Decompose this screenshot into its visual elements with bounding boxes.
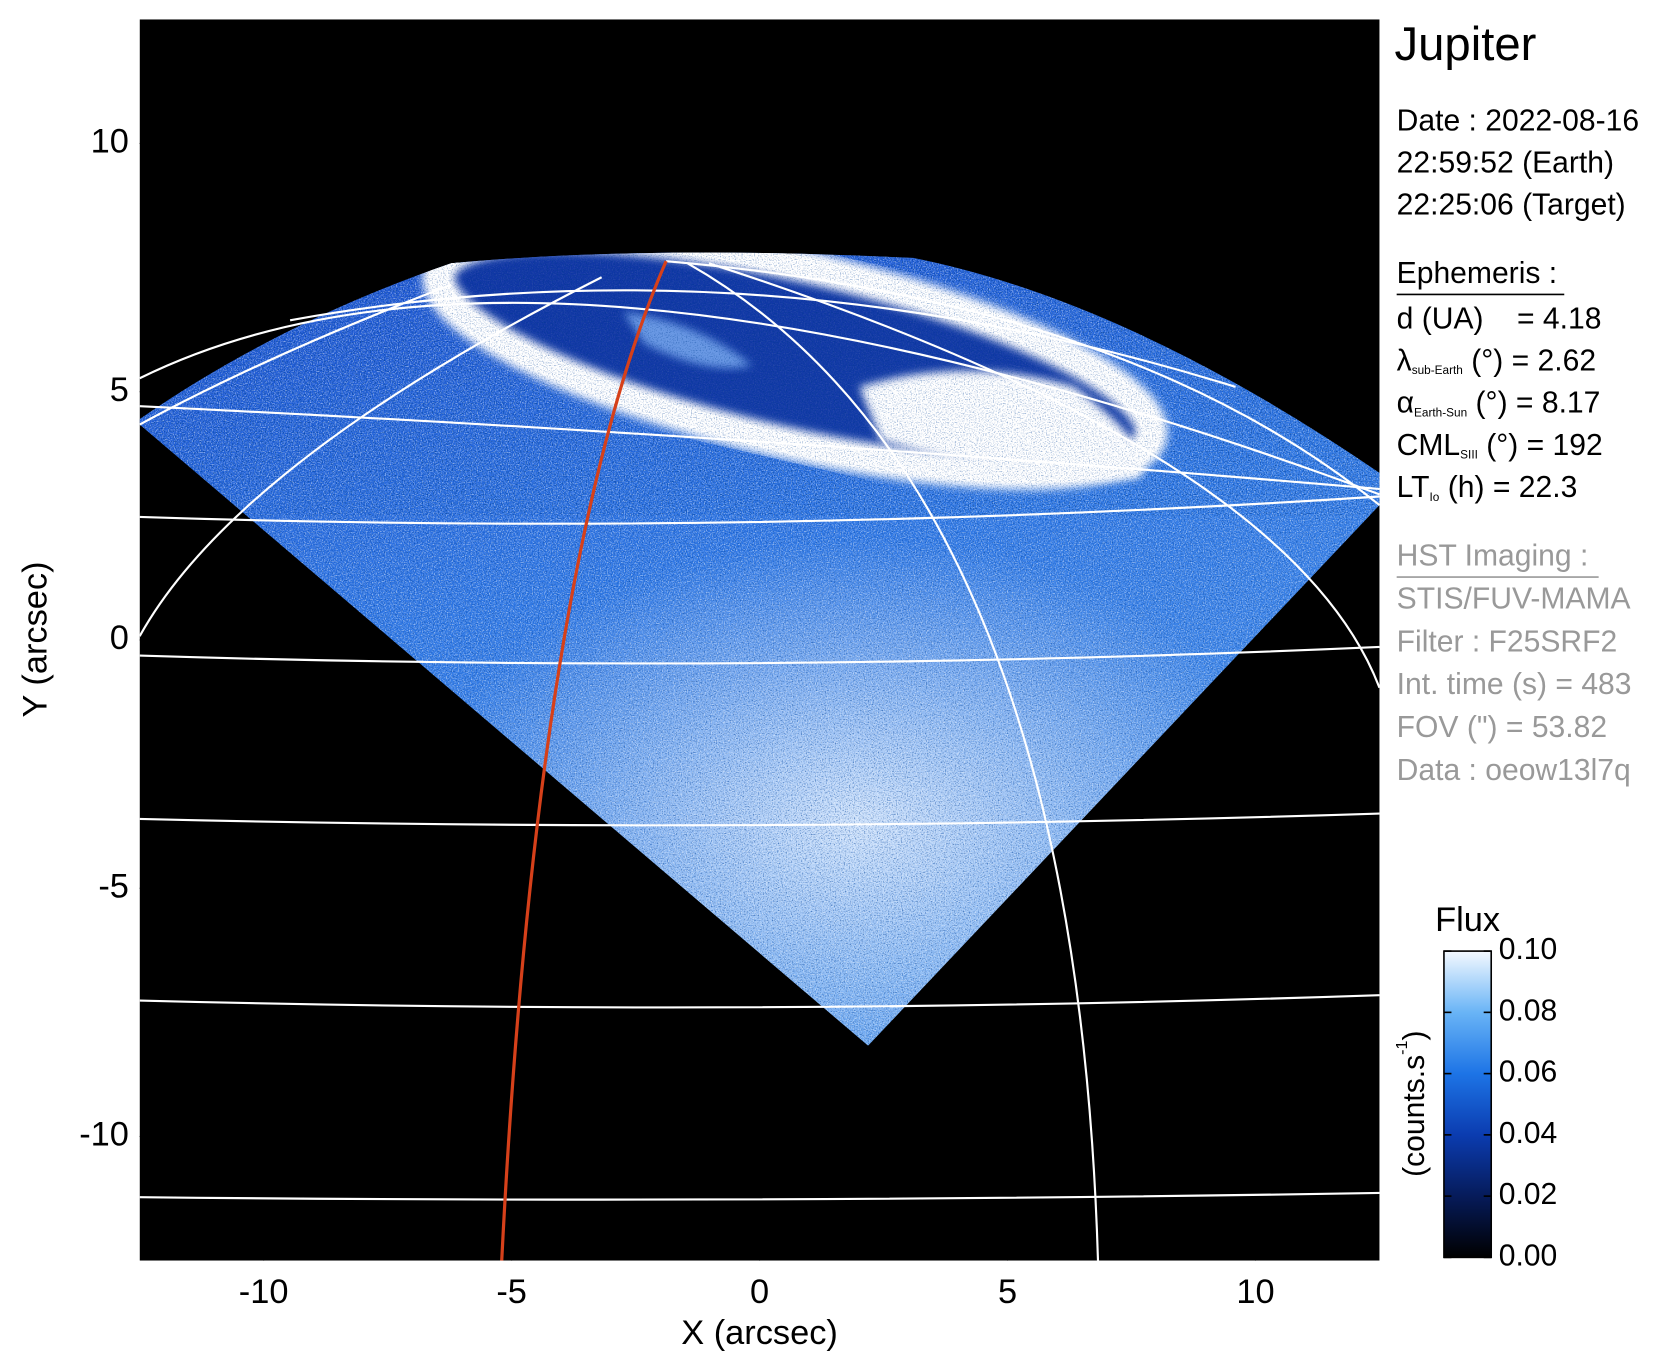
- date-line: 22:25:06 (Target): [1397, 188, 1626, 221]
- imaging-line: STIS/FUV-MAMA: [1397, 583, 1631, 616]
- y-tick-label: 10: [91, 123, 129, 161]
- io-footprint-meridian: [500, 260, 668, 1261]
- ephemeris-subscript: Earth-Sun: [1414, 405, 1467, 419]
- colorbar-tick-label: 0.06: [1499, 1056, 1558, 1089]
- ephemeris-value: (°) = 2.62: [1463, 344, 1596, 377]
- ephemeris-symbol: λ: [1397, 344, 1412, 377]
- image-panel: [139, 19, 1380, 1261]
- colorbar-tick-label: 0.04: [1499, 1117, 1558, 1150]
- colorbar-title: Flux: [1435, 901, 1500, 939]
- imaging-line: Data : oeow13l7q: [1397, 754, 1631, 787]
- imaging-heading: HST Imaging :: [1397, 540, 1589, 573]
- x-tick-label: 10: [1236, 1273, 1274, 1311]
- longitude-line: [139, 276, 603, 637]
- ephemeris-subscript: Io: [1430, 490, 1440, 504]
- ephemeris-line: CMLSIII (°) = 192: [1397, 429, 1603, 462]
- ephemeris-symbol: LT: [1397, 471, 1430, 504]
- colorbar-tick-label: 0.08: [1499, 994, 1558, 1027]
- imaging-line: Filter : F25SRF2: [1397, 625, 1618, 658]
- x-axis-title: X (arcsec): [681, 1314, 838, 1352]
- longitude-line: [666, 260, 1380, 506]
- ephemeris-line: d (UA) = 4.18: [1397, 302, 1602, 335]
- latitude-line: [139, 495, 1380, 525]
- ephemeris-symbol: CML: [1397, 429, 1461, 462]
- ephemeris-symbol: d (UA) = 4.18: [1397, 302, 1602, 335]
- colorbar-tick-label: 0.10: [1499, 933, 1558, 966]
- imaging-line: Int. time (s) = 483: [1397, 668, 1632, 701]
- ephemeris-line: LTIo (h) = 22.3: [1397, 471, 1578, 504]
- colorbar-tick-label: 0.00: [1499, 1239, 1558, 1272]
- ephemeris-value: (°) = 192: [1478, 429, 1603, 462]
- x-tick-label: -5: [496, 1273, 527, 1311]
- x-tick-label: -10: [239, 1273, 289, 1311]
- latitude-line: [139, 301, 1380, 496]
- ephemeris-value: (°) = 8.17: [1467, 387, 1600, 420]
- y-tick-label: 0: [110, 619, 129, 657]
- ephemeris-line: αEarth-Sun (°) = 8.17: [1397, 387, 1601, 420]
- latitude-line: [139, 645, 1380, 665]
- x-tick-label: 0: [750, 1273, 769, 1311]
- y-tick-label: 5: [110, 371, 129, 409]
- colorbar-label-sup: -1: [1393, 1040, 1411, 1054]
- ephemeris-subscript: SIII: [1460, 448, 1478, 462]
- y-tick-label: -5: [98, 867, 129, 905]
- y-axis-title: Y (arcsec): [17, 561, 55, 717]
- latitude-line: [139, 405, 1380, 491]
- latitude-line: [139, 812, 1380, 827]
- latitude-line: [139, 1191, 1380, 1201]
- longitude-line: [687, 262, 1100, 1261]
- latitude-line: [139, 994, 1380, 1009]
- colorbar-label-end: ): [1398, 1030, 1431, 1040]
- ephemeris-value: (h) = 22.3: [1439, 471, 1577, 504]
- colorbar-label-text: (counts.s: [1398, 1055, 1431, 1177]
- longitude-line: [708, 262, 1380, 689]
- y-tick-label: -10: [79, 1116, 129, 1154]
- planet-grid: [139, 260, 1380, 1261]
- longitude-line: [139, 283, 452, 426]
- chart-title: Jupiter: [1395, 18, 1537, 71]
- ephemeris-heading: Ephemeris :: [1397, 257, 1557, 290]
- ephemeris-line: λsub-Earth (°) = 2.62: [1397, 344, 1596, 377]
- x-tick-label: 5: [998, 1273, 1017, 1311]
- colorbar: [1443, 950, 1493, 1259]
- date-line: Date : 2022-08-16: [1397, 104, 1639, 137]
- date-line: 22:59:52 (Earth): [1397, 146, 1614, 179]
- ephemeris-subscript: sub-Earth: [1412, 363, 1463, 377]
- colorbar-tick-label: 0.02: [1499, 1178, 1558, 1211]
- imaging-line: FOV (") = 53.82: [1397, 711, 1607, 744]
- ephemeris-symbol: α: [1397, 387, 1414, 420]
- colorbar-label: (counts.s-1): [1393, 1030, 1431, 1176]
